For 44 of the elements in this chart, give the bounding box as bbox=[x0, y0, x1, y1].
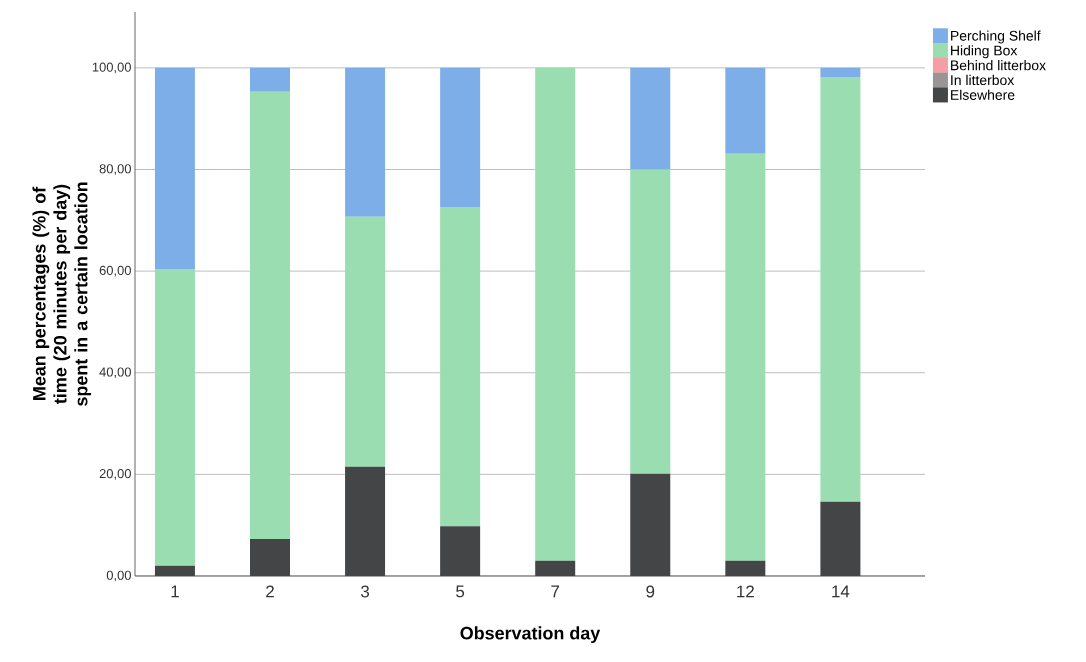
bar bbox=[345, 67, 386, 217]
bar bbox=[820, 77, 861, 502]
y-tick-label: 0,00 bbox=[106, 570, 131, 582]
legend-label: In litterbox bbox=[951, 74, 1015, 86]
x-tick-label: 1 bbox=[171, 585, 179, 598]
bar bbox=[725, 153, 766, 561]
bar bbox=[820, 67, 861, 78]
y-tick-label: 80,00 bbox=[99, 164, 131, 175]
bar bbox=[250, 538, 290, 576]
bar bbox=[535, 67, 576, 561]
bar bbox=[250, 91, 290, 539]
bar bbox=[154, 269, 195, 566]
y-tick-label: 40,00 bbox=[99, 367, 131, 379]
bar bbox=[154, 67, 195, 270]
x-tick-label: 3 bbox=[361, 585, 370, 598]
bar bbox=[630, 473, 671, 576]
bar bbox=[820, 501, 861, 576]
x-tick-label: 2 bbox=[266, 585, 274, 598]
legend-label: Hiding Box bbox=[951, 45, 1018, 59]
x-tick-label: 14 bbox=[832, 585, 850, 598]
bar bbox=[345, 466, 386, 576]
x-axis-title: Observation day bbox=[460, 626, 601, 644]
legend-label: Behind litterbox bbox=[951, 60, 1046, 71]
bar bbox=[725, 560, 766, 576]
bar bbox=[250, 67, 290, 92]
y-tick-label: 60,00 bbox=[99, 265, 131, 277]
y-tick-label: 20,00 bbox=[99, 469, 131, 480]
bar bbox=[725, 67, 766, 154]
bar bbox=[440, 67, 481, 208]
y-tick-label: 100,00 bbox=[92, 62, 131, 74]
y-axis-title: Mean percentages (%) of time (20 minutes per day) spent in a certain location bbox=[32, 182, 92, 406]
legend-label: Perching Shelf bbox=[951, 30, 1041, 44]
bar bbox=[535, 560, 576, 576]
legend-label: Elsewhere bbox=[951, 89, 1015, 100]
bar bbox=[630, 67, 671, 170]
bar bbox=[440, 526, 481, 576]
bar bbox=[440, 207, 481, 527]
bar bbox=[154, 565, 195, 576]
x-tick-label: 12 bbox=[737, 585, 754, 598]
bar bbox=[345, 216, 386, 467]
bar bbox=[630, 169, 671, 474]
x-tick-label: 5 bbox=[456, 585, 465, 598]
x-tick-label: 9 bbox=[646, 585, 655, 598]
x-tick-label: 7 bbox=[551, 585, 560, 598]
